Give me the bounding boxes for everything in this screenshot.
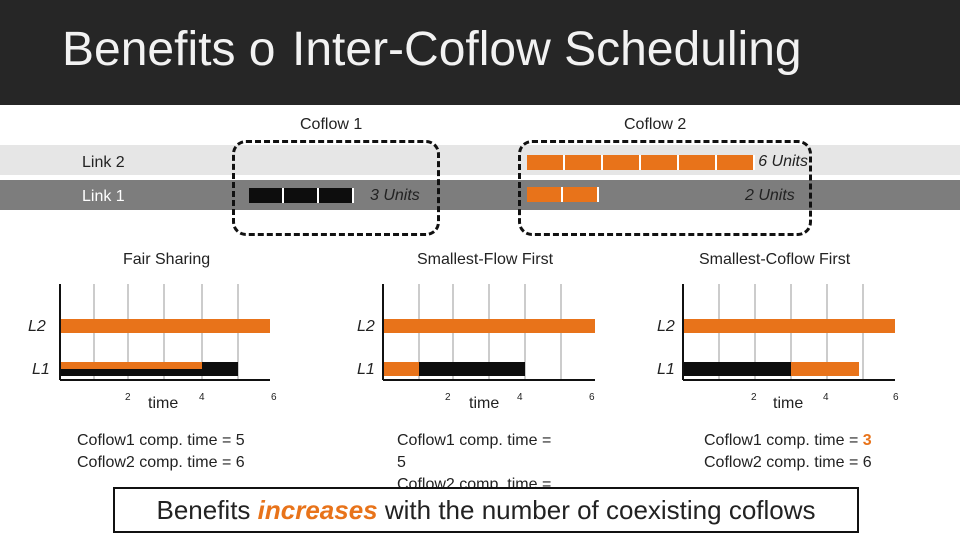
smallest-coflow-first-chart: L2 L1 2 4 6 time: [655, 280, 899, 412]
sff-l1-coflow1-bar: [419, 362, 525, 376]
scheme-title-fair-sharing: Fair Sharing: [123, 251, 211, 268]
coflow2-link2-seg: [603, 155, 641, 170]
coflow2-link2-size-label: 6 Units: [758, 153, 808, 170]
fair-l1-label: L1: [32, 361, 50, 378]
scheme-title-smallest-coflow-first: Smallest-Coflow First: [699, 251, 851, 268]
coflow1-flow-seg: [284, 188, 319, 203]
scf-tick-4: 4: [823, 392, 829, 403]
fair-tick-2: 2: [125, 392, 131, 403]
sff-l1-coflow2-bar: [383, 362, 419, 376]
link2-band: [0, 145, 960, 175]
sff-l1-label: L1: [357, 361, 375, 378]
coflow1-label: Coflow 1: [300, 116, 363, 133]
coflow2-label: Coflow 2: [624, 116, 687, 133]
link1-band: [0, 180, 960, 210]
sff-l2-coflow2-bar: [383, 319, 595, 333]
coflow1-size-label: 3 Units: [370, 187, 420, 204]
fair-l1-coflow2-bar: [60, 362, 202, 369]
coflow2-link2-seg: [717, 155, 755, 170]
scf-l1-label: L1: [657, 361, 675, 378]
coflow1-flow-seg: [319, 188, 354, 203]
fair-l2-coflow2-bar: [60, 319, 270, 333]
fair-sharing-timeline: [59, 284, 270, 381]
scf-result-coflow2: Coflow2 comp. time = 6: [704, 454, 872, 471]
fair-result-coflow1: Coflow1 comp. time = 5: [77, 432, 245, 449]
sff-tick-4: 4: [517, 392, 523, 403]
footer-text-before: Benefits: [156, 495, 258, 525]
page-title-part2: Inter-Coflow Scheduling: [290, 23, 802, 76]
scf-result-coflow1-label: Coflow1 comp. time =: [704, 432, 863, 449]
smallest-flow-timeline: [382, 284, 595, 381]
scf-tick-2: 2: [751, 392, 757, 403]
scf-l1-coflow1-bar: [683, 362, 791, 376]
fair-l2-label: L2: [28, 318, 46, 335]
sff-l2-label: L2: [357, 318, 375, 335]
footer-text: Benefits increases with the number of co…: [115, 495, 857, 526]
sff-tick-2: 2: [445, 392, 451, 403]
scf-result-coflow1: Coflow1 comp. time = 3: [704, 430, 872, 452]
scf-tick-6: 6: [893, 392, 899, 403]
fair-result-coflow2: Coflow2 comp. time = 6: [77, 454, 245, 471]
scf-l1-coflow2-bar: [791, 362, 859, 376]
scf-result-coflow1-value: 3: [862, 432, 872, 449]
footer-text-after: with the number of coexisting coflows: [377, 495, 816, 525]
sff-tick-6: 6: [589, 392, 595, 403]
footer-emphasis: increases: [257, 495, 378, 525]
coflow2-box: [518, 140, 812, 236]
sff-result-coflow1-value: 5: [397, 454, 406, 471]
scf-l2-label: L2: [657, 318, 675, 335]
coflow2-link2-seg: [679, 155, 717, 170]
sff-result-coflow1-label: Coflow1 comp. time =: [397, 432, 552, 449]
coflow2-link1-seg: [527, 187, 563, 202]
coflow2-link2-seg: [565, 155, 603, 170]
coflow2-link2-seg: [641, 155, 679, 170]
smallest-coflow-results: Coflow1 comp. time = 3 Coflow2 comp. tim…: [704, 430, 872, 474]
coflow2-link1-size-label: 2 Units: [745, 187, 795, 204]
scf-l2-coflow2-bar: [683, 319, 895, 333]
coflow2-link1-seg: [563, 187, 599, 202]
coflow1-flow-seg: [249, 188, 284, 203]
page-title-part1: Benefits o: [62, 23, 276, 76]
footer-box: Benefits increases with the number of co…: [113, 487, 859, 533]
smallest-coflow-timeline: [682, 284, 895, 381]
fair-sharing-results: Coflow1 comp. time = 5 Coflow2 comp. tim…: [77, 430, 245, 474]
sff-x-axis-label: time: [469, 395, 500, 412]
fair-tick-6: 6: [271, 392, 277, 403]
scheme-title-smallest-flow-first: Smallest-Flow First: [417, 251, 554, 268]
coflow2-link2-seg: [527, 155, 565, 170]
link2-label: Link 2: [82, 154, 125, 171]
smallest-flow-first-chart: L2 L1 2 4 6 time: [355, 280, 595, 412]
link1-label: Link 1: [82, 188, 125, 205]
fair-sharing-chart: L2 L1 2 4 6 time: [28, 280, 277, 412]
coflow1-box: [232, 140, 440, 236]
fair-x-axis-label: time: [148, 395, 179, 412]
scf-x-axis-label: time: [773, 395, 804, 412]
fair-tick-4: 4: [199, 392, 205, 403]
